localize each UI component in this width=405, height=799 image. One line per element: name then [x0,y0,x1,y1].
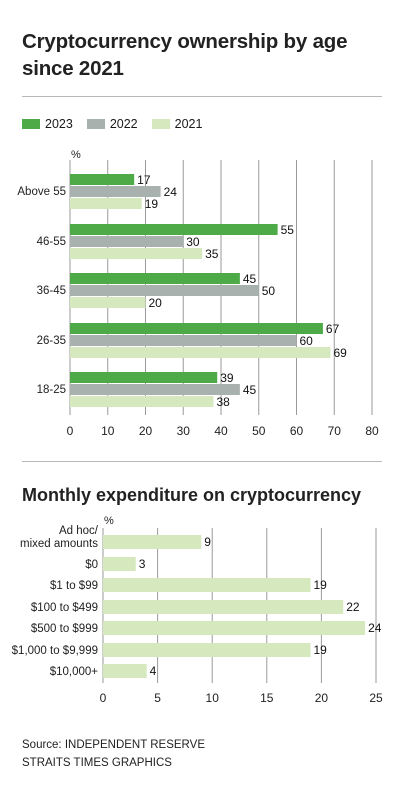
bar-2021 [70,347,331,358]
chart2-title: Monthly expenditure on cryptocurrency [22,485,362,505]
category-label: 18-25 [37,384,66,396]
data-label: 9 [204,535,211,549]
bar-2021 [70,248,203,259]
x-tick-label: 40 [214,424,228,438]
legend-label-2021: 2021 [174,117,203,131]
data-label: 38 [216,395,230,409]
legend-item-2021: 2021 [151,117,203,131]
data-label: 35 [205,247,219,261]
category-label: 46-55 [37,236,66,248]
x-tick-label: 30 [177,424,191,438]
data-label: 24 [368,621,382,635]
legend-swatch-2021 [151,119,170,129]
data-label: 22 [346,600,360,614]
data-label: 30 [186,235,200,249]
x-tick-label: 60 [290,424,304,438]
data-label: 19 [313,578,327,592]
data-label: 17 [137,173,151,187]
x-tick-label: 80 [365,424,379,438]
source-line-2: STRAITS TIMES GRAPHICS [22,757,172,769]
data-label: 4 [150,664,157,678]
data-label: 39 [220,371,234,385]
data-label: 19 [145,197,159,211]
ownership-by-age-chart: 0 10 20 30 40 50 60 70 80% Above 55 17 24 19 46-55 55 3… [17,149,379,438]
x-tick-label: 50 [252,424,266,438]
bar-2022 [70,236,184,247]
x-tick-label: 25 [369,691,383,705]
bar-expenditure [103,535,202,549]
x-tick-label: 0 [67,424,74,438]
category-label: $1 to $99 [50,580,98,592]
bar-2023 [70,273,240,284]
data-label: 55 [281,223,295,237]
legend-swatch-2023 [22,119,40,129]
category-label: Ad hoc/ [59,525,99,537]
bar-expenditure [103,621,366,635]
bar-2023 [70,372,218,383]
chart1-legend: 2023 2022 2021 [22,116,216,132]
bar-2022 [70,384,240,395]
bar-2021 [70,396,214,407]
data-label: 67 [326,322,340,336]
data-label: 69 [333,346,347,360]
legend-item-2023: 2023 [22,117,73,131]
divider-middle [22,461,382,462]
bar-expenditure [103,643,311,657]
category-label: $100 to $499 [31,602,98,614]
x-tick-label: 20 [315,691,329,705]
legend-item-2022: 2022 [86,117,138,131]
bar-expenditure [103,600,344,614]
legend-label-2023: 2023 [45,117,73,131]
category-label: 26-35 [37,335,66,347]
bar-2021 [70,297,146,308]
x-tick-label: 15 [260,691,274,705]
x-tick-label: 0 [100,691,107,705]
bar-expenditure [103,664,147,678]
x-tick-label: 10 [206,691,220,705]
chart1-title: Cryptocurrency ownership by age since 20… [22,30,348,80]
data-label: 20 [149,296,163,310]
data-label: 60 [300,334,314,348]
category-label: mixed amounts [20,538,98,550]
category-label: $0 [85,559,98,571]
data-label: 45 [243,383,257,397]
bar-2023 [70,323,323,334]
bar-2022 [70,335,297,346]
bar-2022 [70,186,161,197]
data-label: 45 [243,272,257,286]
source-line-1: Source: INDEPENDENT RESERVE [22,739,205,751]
legend-label-2022: 2022 [109,117,138,131]
bar-2023 [70,174,135,185]
category-label: $1,000 to $9,999 [12,645,98,657]
data-label: 24 [164,185,178,199]
data-label: 19 [313,643,327,657]
bar-2022 [70,285,259,296]
bar-2021 [70,198,142,209]
x-tick-label: 5 [154,691,161,705]
data-label: 50 [262,284,276,298]
unit-label: % [104,515,114,527]
x-tick-label: 10 [101,424,115,438]
data-label: 3 [139,557,146,571]
divider-top [22,96,382,97]
x-tick-label: 70 [328,424,342,438]
bar-expenditure [103,578,311,592]
category-label: $10,000+ [50,666,99,678]
bar-expenditure [103,557,136,571]
unit-label: % [71,149,81,161]
x-tick-label: 20 [139,424,153,438]
legend-swatch-2022 [86,119,105,129]
category-label: Above 55 [17,186,66,198]
category-label: $500 to $999 [31,623,98,635]
category-label: 36-45 [37,285,66,297]
bar-2023 [70,224,278,235]
